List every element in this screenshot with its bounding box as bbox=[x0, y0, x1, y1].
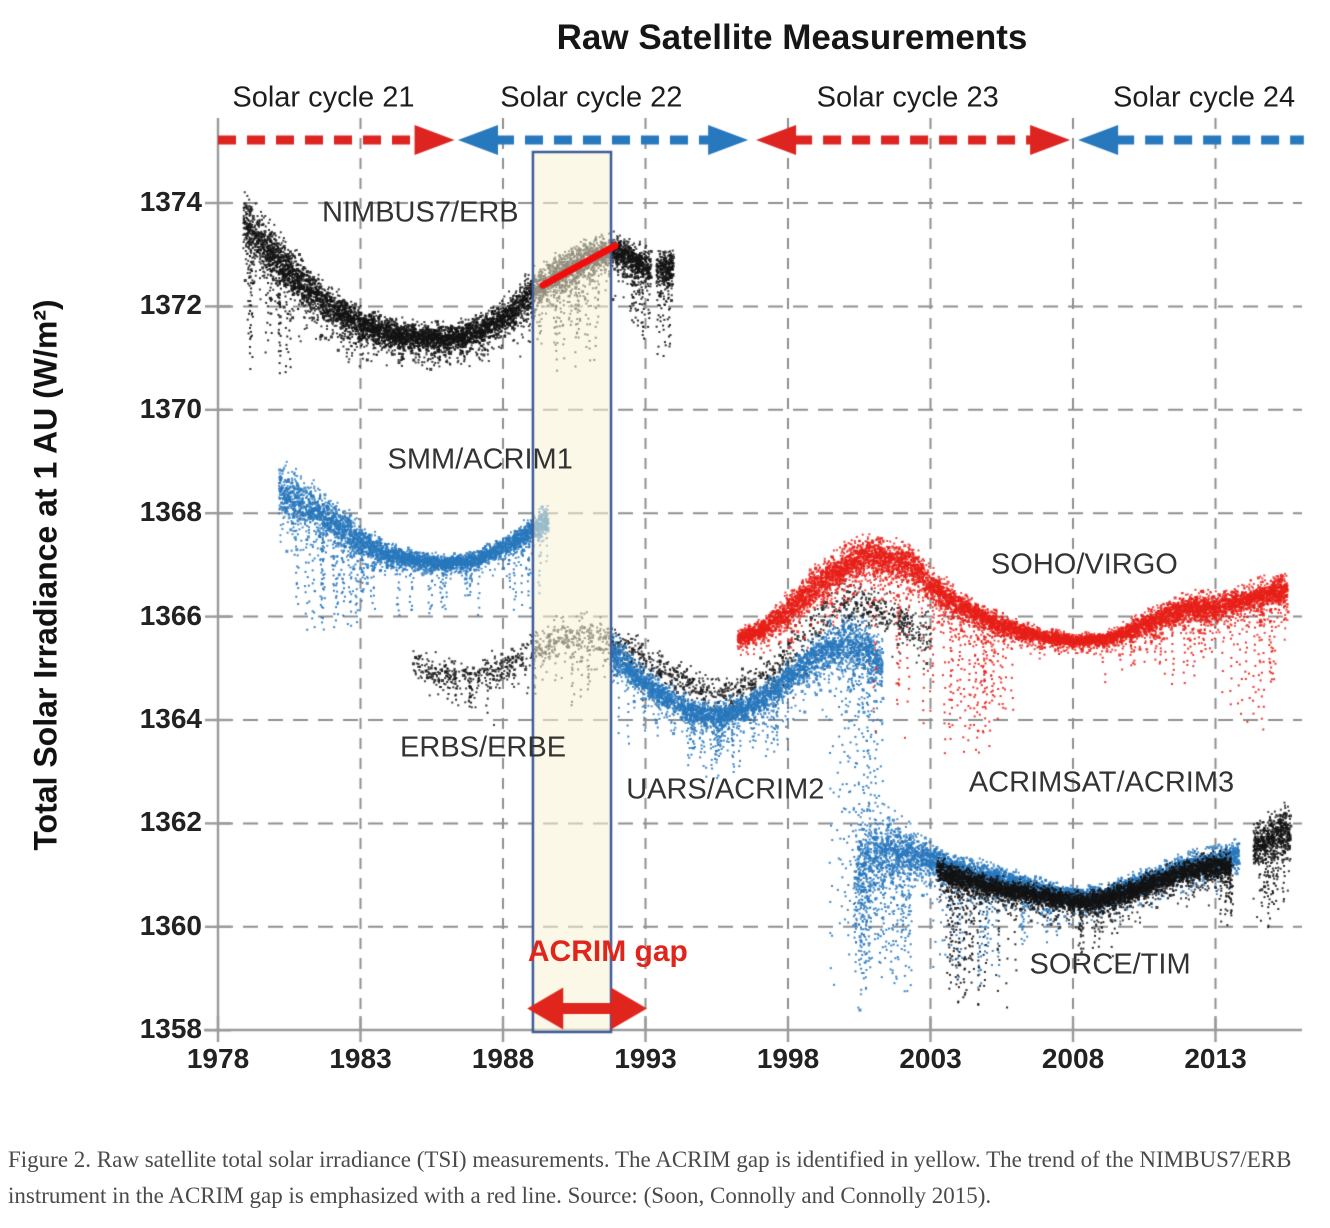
y-axis-title: Total Solar Irradiance at 1 AU (W/m²) bbox=[27, 299, 64, 851]
y-tick-label: 1358 bbox=[139, 1013, 202, 1045]
y-tick-label: 1362 bbox=[139, 806, 202, 838]
chart-canvas bbox=[0, 0, 1330, 1140]
y-tick-label: 1368 bbox=[139, 496, 202, 528]
series-label: ACRIMSAT/ACRIM3 bbox=[968, 766, 1235, 799]
series-label: SORCE/TIM bbox=[1029, 948, 1191, 981]
figure-caption: Figure 2. Raw satellite total solar irra… bbox=[8, 1147, 1292, 1209]
chart-title: Raw Satellite Measurements bbox=[556, 18, 1028, 57]
y-tick-label: 1366 bbox=[139, 599, 202, 631]
series-label: SOHO/VIRGO bbox=[990, 548, 1178, 581]
solar-cycle-label-24: Solar cycle 24 bbox=[1113, 81, 1296, 114]
solar-cycle-label-23: Solar cycle 23 bbox=[816, 81, 999, 114]
x-tick-label: 1993 bbox=[614, 1043, 677, 1074]
x-tick-label: 1998 bbox=[756, 1043, 820, 1074]
series-label: UARS/ACRIM2 bbox=[626, 773, 825, 806]
y-tick-label: 1374 bbox=[139, 186, 202, 217]
x-tick-label: 1988 bbox=[471, 1043, 535, 1074]
solar-cycle-label-22: Solar cycle 22 bbox=[500, 81, 683, 114]
y-tick-label: 1364 bbox=[139, 703, 202, 734]
y-tick-label: 1370 bbox=[139, 392, 202, 424]
x-tick-label: 2013 bbox=[1184, 1043, 1247, 1074]
acrim-gap-label: ACRIM gap bbox=[527, 934, 688, 968]
series-label: NIMBUS7/ERB bbox=[322, 196, 519, 229]
series-label: ERBS/ERBE bbox=[400, 731, 567, 764]
x-tick-label: 1978 bbox=[186, 1043, 250, 1074]
y-tick-label: 1360 bbox=[139, 909, 202, 941]
y-tick-label: 1372 bbox=[139, 289, 202, 321]
chart-figure: Raw Satellite Measurements Total Solar I… bbox=[0, 0, 1330, 1140]
x-tick-label: 2003 bbox=[899, 1043, 962, 1074]
x-tick-label: 2008 bbox=[1041, 1043, 1105, 1074]
solar-cycle-label-21: Solar cycle 21 bbox=[232, 81, 415, 114]
series-label: SMM/ACRIM1 bbox=[387, 443, 573, 476]
x-tick-label: 1983 bbox=[329, 1043, 392, 1074]
